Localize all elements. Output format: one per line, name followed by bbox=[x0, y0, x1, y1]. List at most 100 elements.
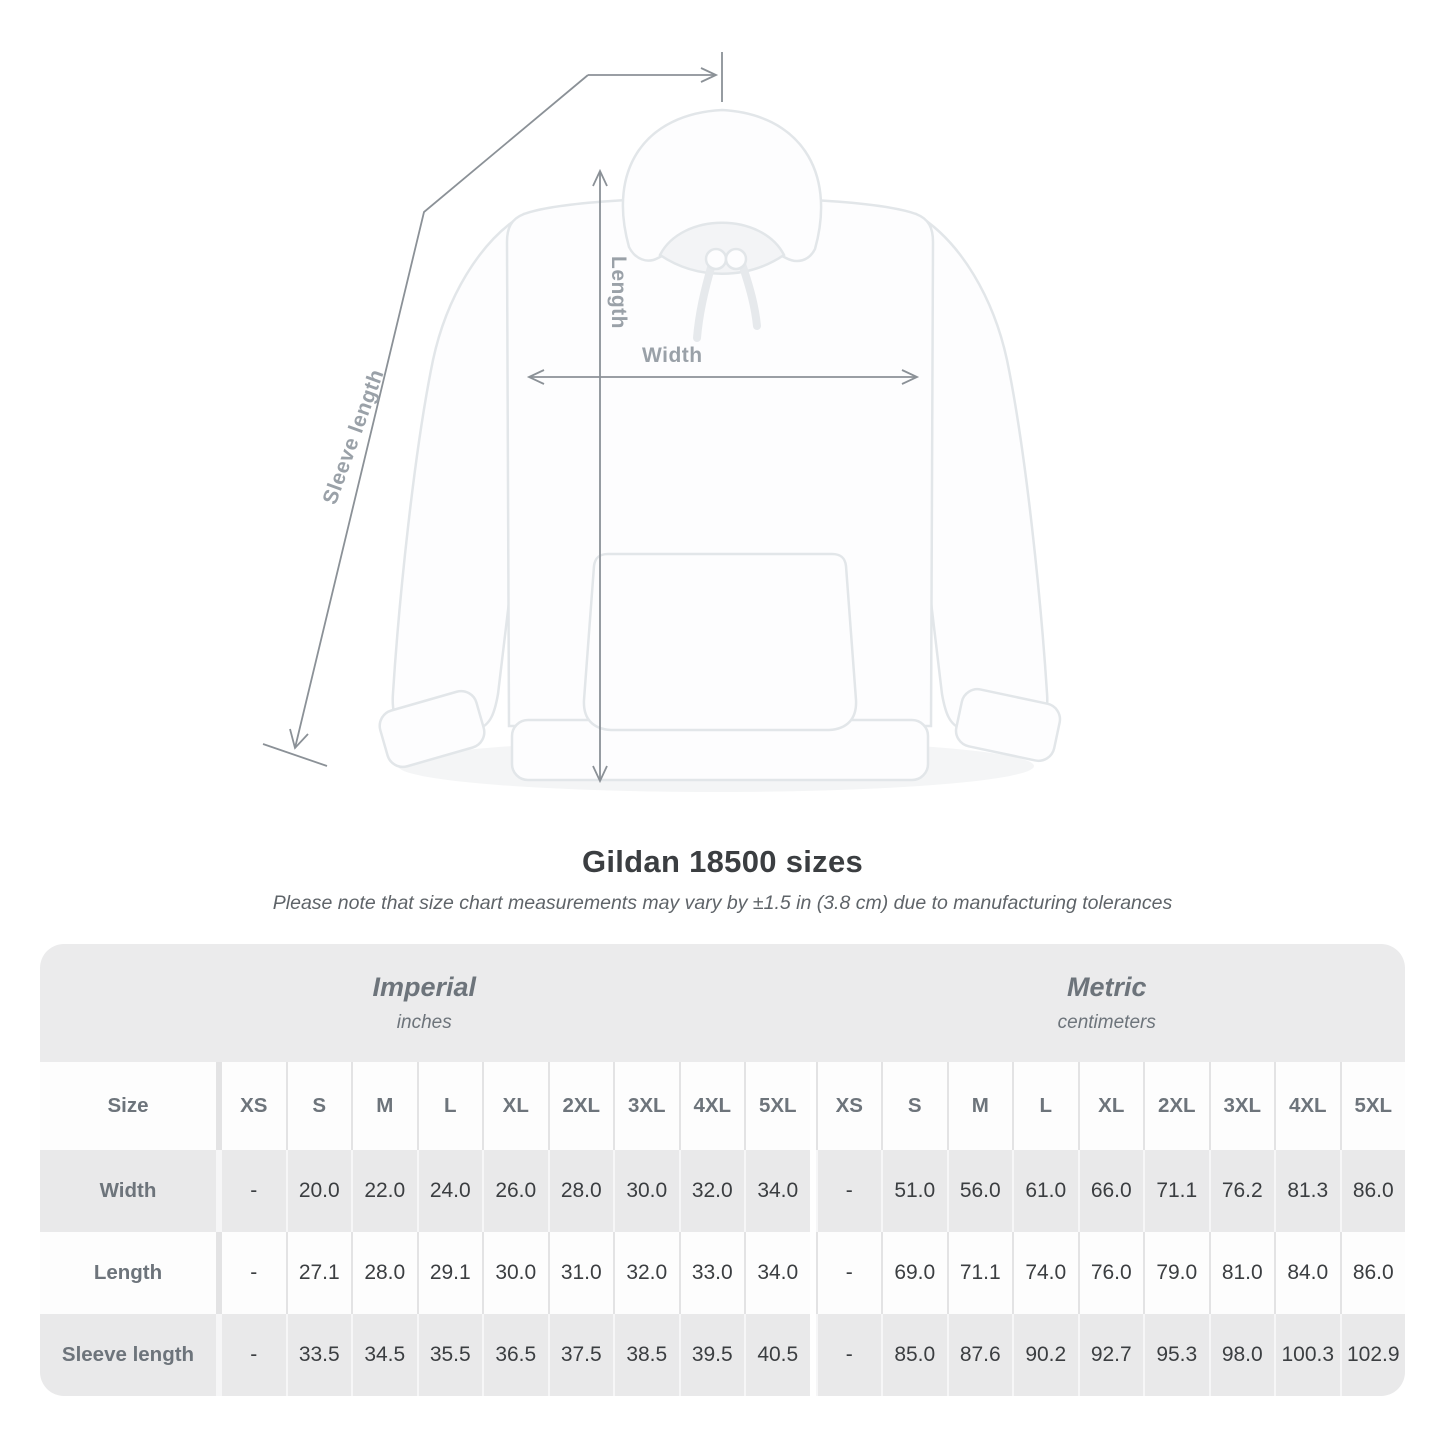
value-cell: 66.0 bbox=[1077, 1150, 1143, 1232]
value-cell: 32.0 bbox=[678, 1150, 744, 1232]
value-cell: 34.0 bbox=[744, 1232, 810, 1314]
size-cell: S bbox=[881, 1062, 947, 1150]
kangaroo-pocket bbox=[582, 552, 858, 732]
imperial-unit: inches bbox=[396, 1012, 452, 1033]
value-cell: 30.0 bbox=[613, 1150, 679, 1232]
value-cell: 33.5 bbox=[285, 1314, 351, 1396]
row-width: Width -20.0 22.0 24.0 26.0 28.0 30.0 32.0 34.0-5… bbox=[40, 1150, 1405, 1232]
value-cell: 32.0 bbox=[613, 1232, 679, 1314]
tolerance-note: Please note that size chart measurements… bbox=[272, 892, 1173, 914]
value-cell: 29.1 bbox=[416, 1232, 482, 1314]
imperial-label: Imperial bbox=[372, 972, 477, 1002]
row-label: Size bbox=[40, 1062, 216, 1150]
value-cell: - bbox=[216, 1232, 286, 1314]
value-cell: 85.0 bbox=[881, 1314, 947, 1396]
length-arrowhead-bottom bbox=[592, 765, 608, 784]
size-cell: XS bbox=[216, 1062, 286, 1150]
value-cell: 92.7 bbox=[1077, 1314, 1143, 1396]
size-cell: 4XL bbox=[678, 1062, 744, 1150]
value-cell: 22.0 bbox=[351, 1150, 417, 1232]
value-cell: 30.0 bbox=[482, 1232, 548, 1314]
value-cell: 79.0 bbox=[1143, 1232, 1209, 1314]
value-cell: 34.0 bbox=[744, 1150, 810, 1232]
value-cell: 95.3 bbox=[1143, 1314, 1209, 1396]
width-label: Width bbox=[642, 344, 703, 367]
drawstrings bbox=[693, 260, 761, 342]
width-arrowhead-left bbox=[526, 369, 545, 385]
row-length: Length -27.1 28.0 29.1 30.0 31.0 32.0 33.0 34.0-… bbox=[40, 1232, 1405, 1314]
value-cell: - bbox=[216, 1314, 286, 1396]
value-cell: 24.0 bbox=[416, 1150, 482, 1232]
value-cell: 102.9 bbox=[1339, 1314, 1405, 1396]
value-cell: 81.0 bbox=[1208, 1232, 1274, 1314]
value-cell: 84.0 bbox=[1274, 1232, 1340, 1314]
value-cell: 34.5 bbox=[351, 1314, 417, 1396]
size-cell: L bbox=[416, 1062, 482, 1150]
row-label: Length bbox=[40, 1232, 216, 1314]
size-cell: 5XL bbox=[744, 1062, 810, 1150]
size-cell: M bbox=[946, 1062, 1012, 1150]
sleeve-diagonal-line bbox=[294, 74, 589, 749]
row-label: Sleeve length bbox=[40, 1314, 216, 1396]
value-cell: - bbox=[216, 1150, 286, 1232]
metric-header: Metric centimeters bbox=[808, 944, 1405, 1062]
left-cuff bbox=[378, 689, 486, 769]
right-cuff bbox=[954, 687, 1062, 763]
value-cell: 36.5 bbox=[482, 1314, 548, 1396]
value-cell: 56.0 bbox=[946, 1150, 1012, 1232]
value-cell: 40.5 bbox=[744, 1314, 810, 1396]
row-sleeve-length: Sleeve length -33.5 34.5 35.5 36.5 37.5 38.5 39… bbox=[40, 1314, 1405, 1396]
value-cell: 86.0 bbox=[1339, 1150, 1405, 1232]
value-cell: - bbox=[815, 1314, 881, 1396]
value-cell: 28.0 bbox=[351, 1232, 417, 1314]
size-diagram: Length Width Sleeve length bbox=[262, 52, 1062, 792]
size-cell: XL bbox=[1077, 1062, 1143, 1150]
metric-unit: centimeters bbox=[1057, 1012, 1156, 1033]
value-cell: 31.0 bbox=[547, 1232, 613, 1314]
value-cell: 37.5 bbox=[547, 1314, 613, 1396]
value-cell: 39.5 bbox=[678, 1314, 744, 1396]
value-cell: 87.6 bbox=[946, 1314, 1012, 1396]
value-cell: 86.0 bbox=[1339, 1232, 1405, 1314]
sleeve-cuff-tick bbox=[262, 743, 328, 767]
drawstring-knot bbox=[704, 247, 748, 271]
value-cell: 26.0 bbox=[482, 1150, 548, 1232]
chart-title: Gildan 18500 sizes bbox=[581, 844, 864, 879]
size-cell: 3XL bbox=[613, 1062, 679, 1150]
value-cell: - bbox=[815, 1150, 881, 1232]
size-cell: M bbox=[351, 1062, 417, 1150]
length-arrowhead-top bbox=[592, 168, 608, 187]
width-arrowhead-right bbox=[901, 369, 920, 385]
value-cell: 69.0 bbox=[881, 1232, 947, 1314]
value-cell: 98.0 bbox=[1208, 1314, 1274, 1396]
value-cell: 28.0 bbox=[547, 1150, 613, 1232]
value-cell: - bbox=[815, 1232, 881, 1314]
measurement-arrows bbox=[262, 52, 920, 784]
value-cell: 71.1 bbox=[1143, 1150, 1209, 1232]
value-cell: 71.1 bbox=[946, 1232, 1012, 1314]
size-cell: S bbox=[285, 1062, 351, 1150]
value-cell: 51.0 bbox=[881, 1150, 947, 1232]
value-cell: 33.0 bbox=[678, 1232, 744, 1314]
value-cell: 61.0 bbox=[1012, 1150, 1078, 1232]
size-header-row: Size XS S M L XL 2XL 3XL 4XL 5XL XS S M L XL 2XL 3XL 4XL 5… bbox=[40, 1062, 1405, 1150]
imperial-header: Imperial inches bbox=[40, 944, 808, 1062]
hoodie-body-group bbox=[378, 108, 1062, 782]
size-cell: 3XL bbox=[1208, 1062, 1274, 1150]
value-cell: 76.2 bbox=[1208, 1150, 1274, 1232]
value-cell: 27.1 bbox=[285, 1232, 351, 1314]
row-label: Width bbox=[40, 1150, 216, 1232]
size-cell: 2XL bbox=[547, 1062, 613, 1150]
hoodie-illustration bbox=[262, 52, 1062, 792]
value-cell: 76.0 bbox=[1077, 1232, 1143, 1314]
sleeve-arrowhead-right bbox=[700, 67, 719, 83]
metric-label: Metric bbox=[1066, 972, 1147, 1002]
value-cell: 90.2 bbox=[1012, 1314, 1078, 1396]
size-chart-table: Imperial inches Metric centimeters Size X… bbox=[40, 944, 1405, 1396]
sleeve-arrowhead-cuff bbox=[289, 728, 309, 750]
unit-header-band: Imperial inches Metric centimeters bbox=[40, 944, 1405, 1062]
value-cell: 100.3 bbox=[1274, 1314, 1340, 1396]
size-cell: 4XL bbox=[1274, 1062, 1340, 1150]
value-cell: 81.3 bbox=[1274, 1150, 1340, 1232]
size-cell: L bbox=[1012, 1062, 1078, 1150]
